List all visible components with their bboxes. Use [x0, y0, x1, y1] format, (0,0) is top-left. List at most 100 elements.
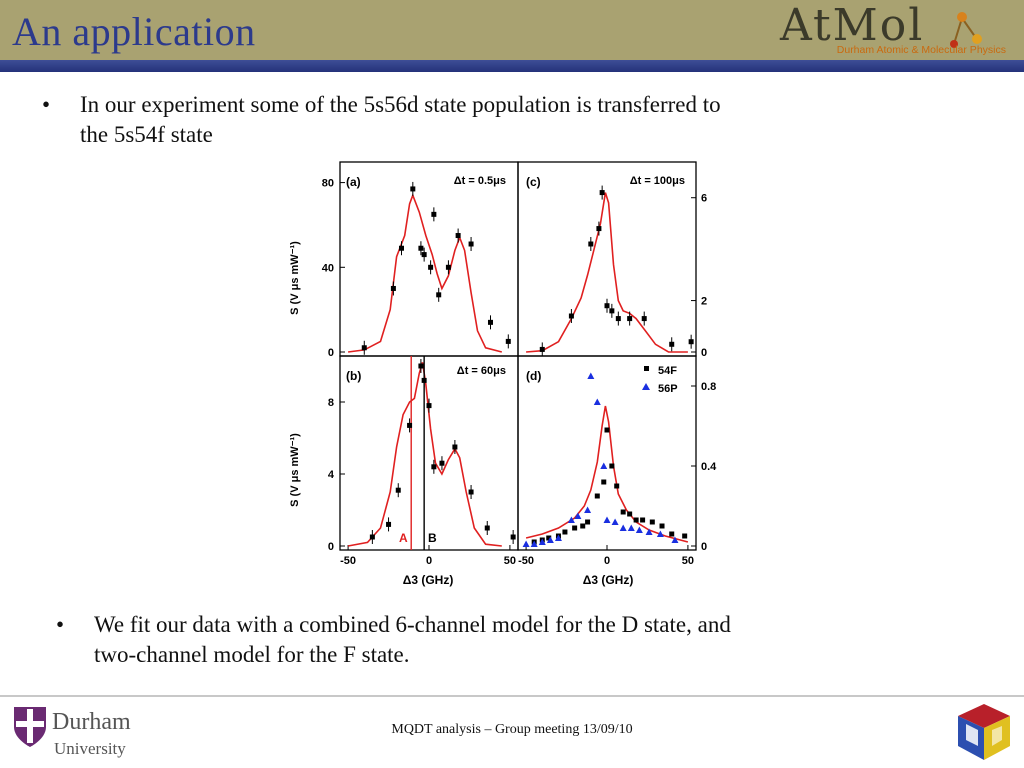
point-d-56p-13	[619, 524, 627, 531]
xtick-label-b-0: -50	[340, 555, 356, 567]
bullet-2-line-1: We fit our data with a combined 6-channe…	[94, 612, 731, 637]
point-d-54f-12	[614, 483, 620, 489]
durham-crest-icon	[14, 707, 46, 747]
ytick-label-a-1: 40	[322, 262, 334, 274]
point-d-56p-9	[593, 398, 601, 405]
point-d-56p-15	[635, 526, 643, 533]
fit-line-b	[347, 362, 502, 547]
point-d-56p-1	[530, 540, 538, 547]
ylabel-bottom: S (V μs mW⁻¹)	[289, 433, 301, 507]
footer-divider	[0, 695, 1024, 697]
durham-name: Durham	[52, 709, 131, 735]
point-d-54f-10	[604, 427, 610, 433]
point-d-54f-8	[594, 493, 600, 499]
atmol-logo: AtMol Durham Atomic & Molecular Physics	[774, 0, 1006, 58]
atmol-logo-subtitle: Durham Atomic & Molecular Physics	[836, 44, 1006, 56]
ytick-label-b-2: 8	[328, 397, 334, 409]
xtick-label-d-0: -50	[518, 555, 534, 567]
point-d-54f-20	[682, 533, 688, 539]
point-d-54f-7	[585, 519, 591, 525]
ytick-label-b-0: 0	[328, 541, 334, 553]
bullet-1-text: In our experiment some of the 5s56d stat…	[80, 90, 721, 150]
point-d-56p-0	[522, 540, 530, 547]
point-d-56p-8	[587, 372, 595, 379]
dt-label-c: Δt = 100μs	[630, 175, 685, 187]
panel-label-a: (a)	[346, 175, 361, 189]
bullet-2-line-2: two-channel model for the F state.	[94, 642, 410, 667]
dt-label-a: Δt = 0.5μs	[454, 175, 506, 187]
fit-line-c	[526, 192, 688, 353]
ytick-right-label-d-1: 0.4	[701, 461, 717, 473]
point-d-56p-18	[671, 536, 679, 543]
dt-label-b: Δt = 60μs	[457, 365, 506, 377]
point-d-56p-4	[554, 534, 562, 541]
bullet-1-line-1: In our experiment some of the 5s56d stat…	[80, 92, 721, 117]
panel-frame-c	[517, 161, 697, 357]
point-d-54f-19	[669, 531, 675, 537]
legend-label-54f: 54F	[658, 365, 677, 377]
point-d-54f-17	[649, 519, 655, 525]
marker-label-a: A	[399, 531, 408, 545]
ylabel-top: S (V μs mW⁻¹)	[289, 241, 301, 315]
ytick-right-label-d-0: 0	[701, 541, 707, 553]
panel-label-d: (d)	[526, 369, 541, 383]
ytick-right-label-d-2: 0.8	[701, 381, 716, 393]
xtick-label-b-2: 50	[504, 555, 516, 567]
panel-frame-b	[339, 355, 519, 551]
point-d-54f-16	[640, 517, 646, 523]
xlabel-left: Δ3 (GHz)	[403, 573, 454, 587]
point-d-54f-6	[580, 523, 586, 529]
point-d-54f-2	[546, 535, 552, 541]
point-d-54f-18	[659, 523, 665, 529]
bullet-1-dot: •	[42, 92, 51, 117]
header-stripe	[0, 60, 1024, 72]
bullet-2-text: We fit our data with a combined 6-channe…	[94, 610, 731, 670]
cube-logo-icon	[958, 704, 1010, 760]
point-d-54f-14	[627, 511, 633, 517]
point-d-54f-15	[633, 517, 639, 523]
footer-text: MQDT analysis – Group meeting 13/09/10	[391, 722, 633, 737]
point-d-56p-3	[546, 536, 554, 543]
point-d-54f-9	[601, 479, 607, 485]
point-d-56p-11	[603, 516, 611, 523]
point-d-54f-5	[572, 525, 578, 531]
point-d-54f-13	[620, 509, 626, 515]
molecule-icon	[950, 12, 982, 48]
legend-label-56p: 56P	[658, 383, 678, 395]
bullet-2-dot: •	[56, 612, 65, 637]
panel-label-b: (b)	[346, 369, 361, 383]
panel-label-c: (c)	[526, 175, 541, 189]
ytick-right-label-c-1: 2	[701, 296, 707, 308]
point-d-56p-6	[574, 512, 582, 519]
durham-university: University	[54, 739, 126, 758]
fit-line-a	[347, 193, 503, 353]
point-d-56p-10	[600, 462, 608, 469]
point-d-56p-7	[584, 506, 592, 513]
xtick-label-d-1: 0	[604, 555, 610, 567]
ytick-right-label-c-0: 0	[701, 347, 707, 359]
point-d-56p-14	[627, 524, 635, 531]
atmol-logo-word: AtMol	[780, 0, 925, 51]
durham-logo: Durham University	[12, 703, 162, 763]
slide-header	[0, 0, 1024, 60]
legend-symbol-54f	[644, 366, 649, 371]
slide-title: An application	[12, 9, 256, 54]
bullet-1-line-2: the 5s54f state	[80, 122, 213, 147]
point-d-54f-4	[562, 529, 568, 535]
xlabel-right: Δ3 (GHz)	[583, 573, 634, 587]
point-d-56p-5	[567, 516, 575, 523]
ytick-label-a-0: 0	[328, 347, 334, 359]
point-d-56p-2	[538, 538, 546, 545]
xtick-label-d-2: 50	[682, 555, 694, 567]
point-d-56p-16	[645, 528, 653, 535]
figure-panels: S (V μs mW⁻¹) S (V μs mW⁻¹) Δ3 (GHz) Δ3 …	[289, 161, 717, 587]
xtick-label-b-1: 0	[426, 555, 432, 567]
ytick-label-a-2: 80	[322, 178, 334, 190]
point-d-56p-12	[611, 518, 619, 525]
ytick-label-b-1: 4	[328, 469, 335, 481]
panel-frame-a	[339, 161, 519, 357]
point-d-56p-17	[656, 530, 664, 537]
point-d-54f-11	[609, 463, 615, 469]
marker-label-b: B	[428, 531, 437, 545]
legend-symbol-56p	[642, 383, 650, 390]
